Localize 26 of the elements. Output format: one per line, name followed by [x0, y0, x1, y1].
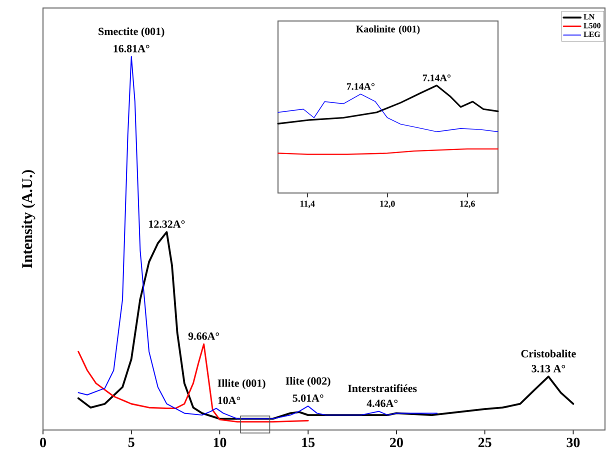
- annotation: 10A°: [218, 396, 240, 404]
- annotation: Cristobalite: [521, 350, 576, 358]
- x-tick-label: 5: [128, 438, 134, 448]
- annotation: 12.32A°: [149, 220, 185, 228]
- x-tick-label: 30: [566, 438, 580, 448]
- annotation: 4.46A°: [366, 400, 398, 408]
- annotation: Ilite (002): [286, 376, 330, 387]
- x-tick-label: 25: [478, 438, 492, 448]
- x-tick-label: 0: [40, 438, 46, 448]
- x-tick-label: 12,6: [460, 200, 475, 208]
- annotation: 7.14A°: [422, 74, 450, 82]
- annotation: Smectite (001): [98, 27, 164, 38]
- annotation: 5.01A°: [292, 394, 324, 402]
- y-axis-title: Intensity (A.U.): [22, 170, 36, 268]
- annotation: 16.81A°: [114, 44, 150, 52]
- annotation: 3.13 A°: [532, 364, 566, 372]
- x-tick-label: 11,4: [300, 200, 315, 208]
- x-tick-label: 10: [214, 438, 226, 448]
- annotation: 9.66A°: [188, 332, 220, 340]
- x-tick-label: 20: [390, 438, 403, 448]
- annotation: Interstratifiées: [348, 384, 417, 392]
- annotation: 7.14A°: [346, 83, 374, 90]
- x-tick-label: 12,0: [380, 200, 395, 208]
- annotation: Illite (001): [218, 379, 266, 390]
- x-tick-label: 15: [302, 438, 315, 448]
- chart-title: Kaolinite (001): [356, 25, 420, 34]
